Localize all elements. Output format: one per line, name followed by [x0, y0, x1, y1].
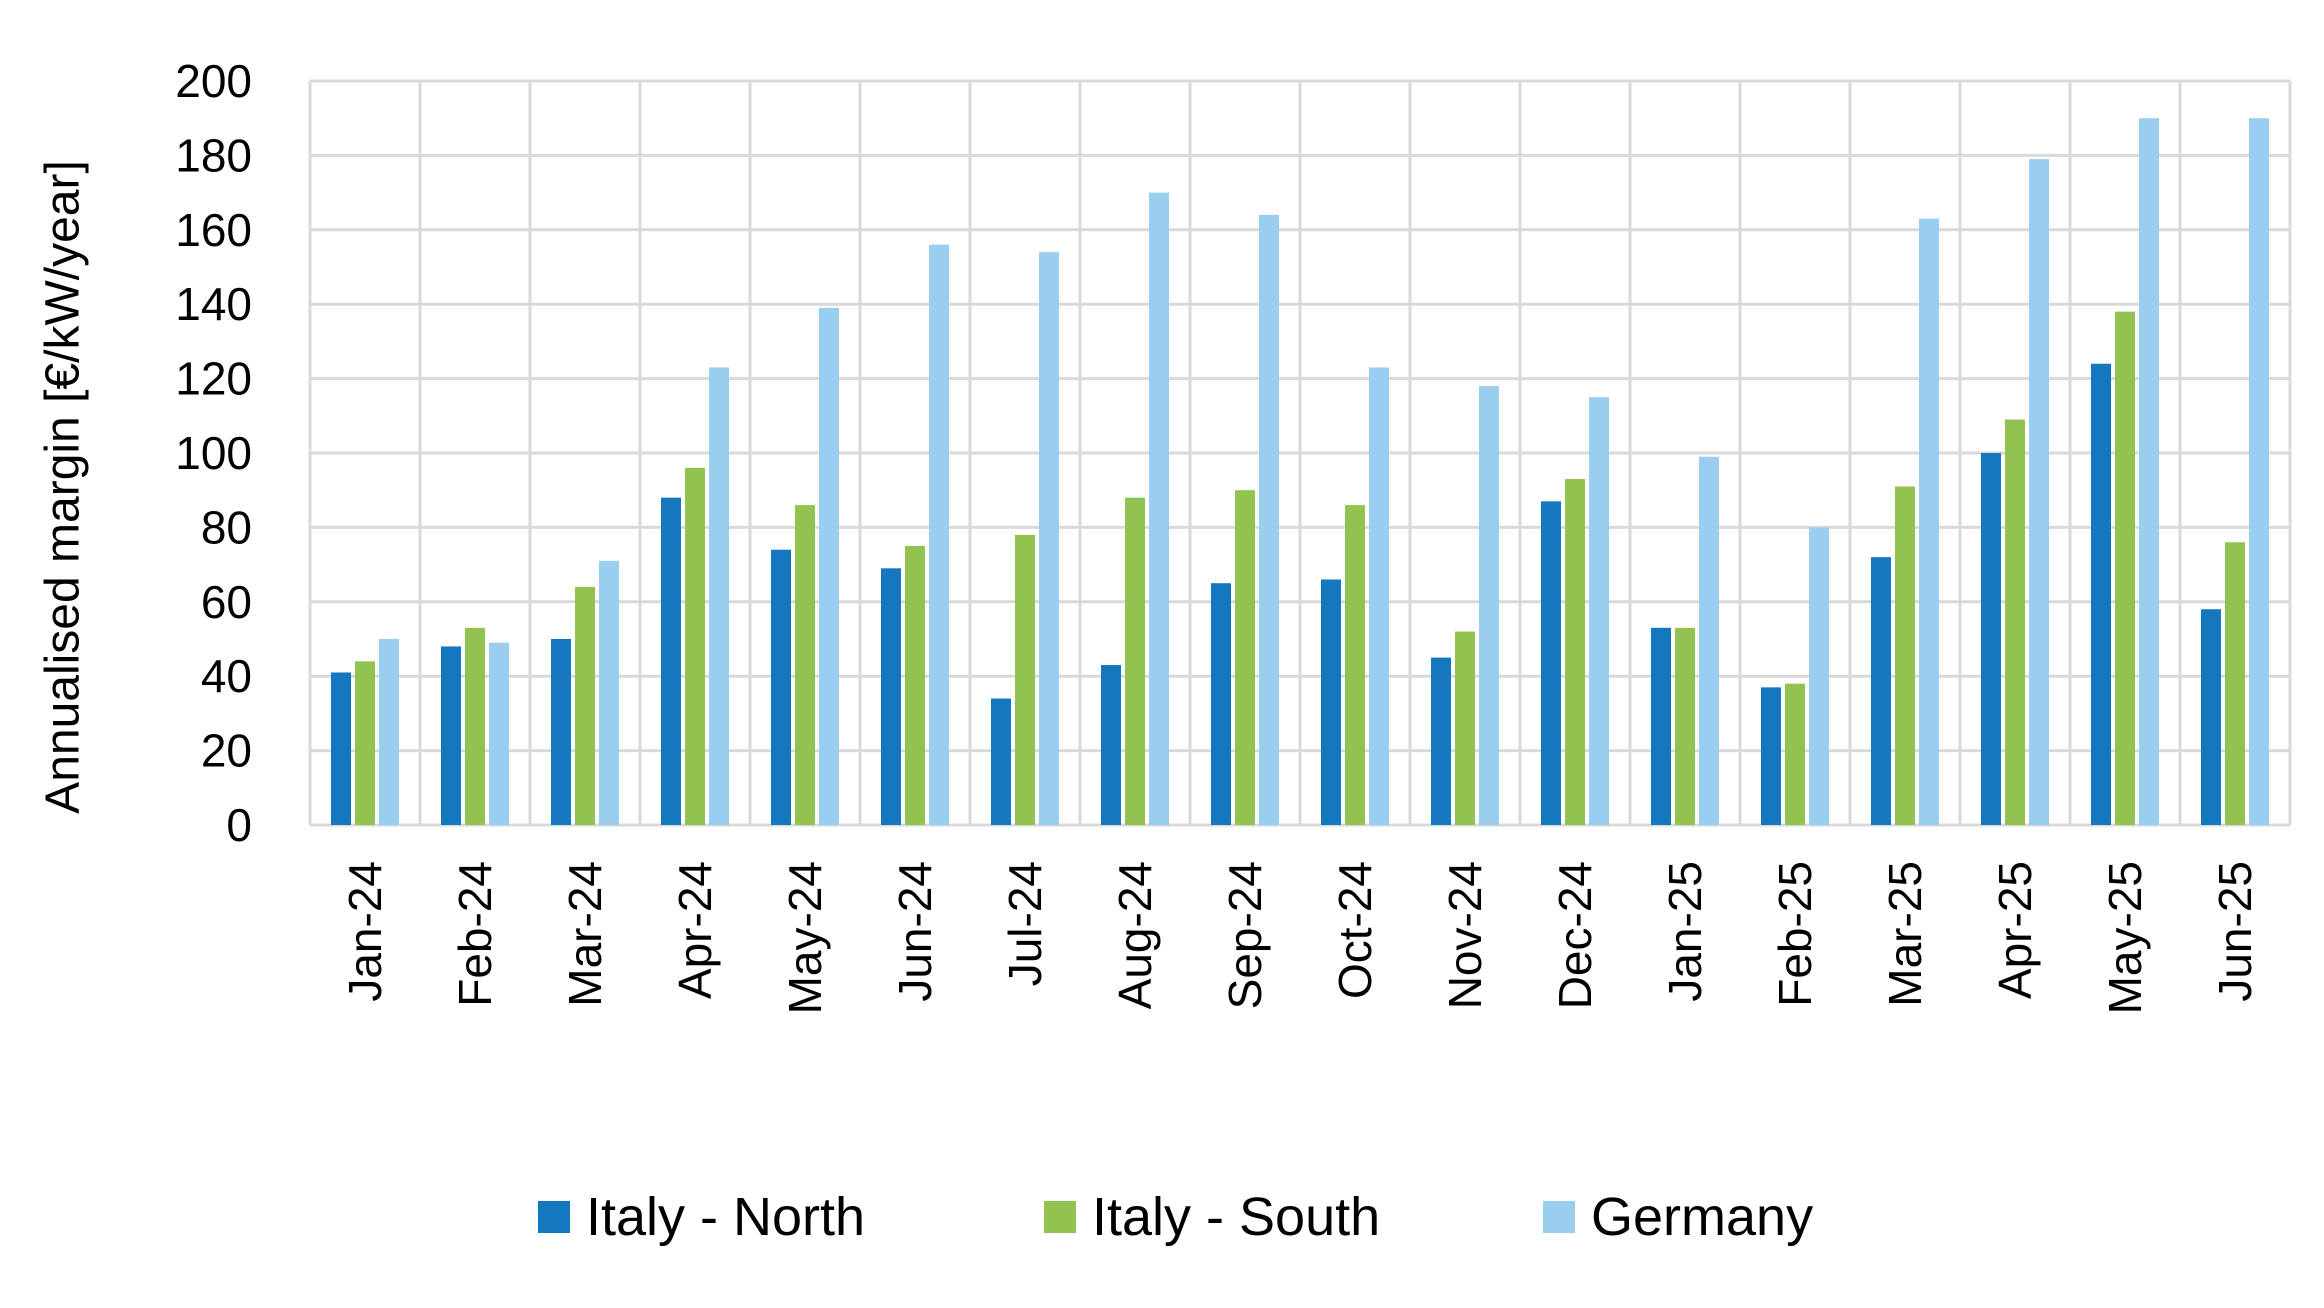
- bar-italy-north-jan-24: [331, 672, 351, 825]
- bar-italy-north-feb-25: [1761, 687, 1781, 825]
- y-tick-label: 80: [201, 501, 252, 553]
- bar-italy-south-feb-24: [465, 627, 485, 825]
- bar-germany-feb-25: [1809, 527, 1829, 825]
- bar-italy-south-may-25: [2115, 311, 2135, 825]
- x-tick-label: Jul-24: [999, 861, 1051, 986]
- bar-italy-south-feb-25: [1785, 683, 1805, 825]
- x-tick-label: Nov-24: [1439, 861, 1491, 1009]
- x-tick-label: Jun-25: [2209, 861, 2261, 1002]
- bar-italy-south-jan-24: [355, 661, 375, 825]
- bar-italy-south-may-24: [795, 505, 815, 825]
- x-tick-label: Aug-24: [1109, 861, 1161, 1009]
- x-tick-label: May-24: [779, 861, 831, 1014]
- legend-swatch: [1543, 1201, 1575, 1233]
- bar-italy-north-aug-24: [1101, 665, 1121, 825]
- y-tick-label: 20: [201, 725, 252, 777]
- y-tick-label: 140: [175, 278, 252, 330]
- bar-germany-mar-25: [1919, 218, 1939, 825]
- bar-germany-may-24: [819, 307, 839, 825]
- y-tick-label: 0: [226, 799, 252, 851]
- x-tick-label: Dec-24: [1549, 861, 1601, 1009]
- bar-germany-sep-24: [1259, 214, 1279, 826]
- y-tick-label: 40: [201, 650, 252, 702]
- y-tick-label: 100: [175, 427, 252, 479]
- x-tick-label: May-25: [2099, 861, 2151, 1014]
- bar-italy-south-nov-24: [1455, 631, 1475, 825]
- legend: Italy - North Italy - South Germany: [538, 1187, 1813, 1247]
- bar-italy-south-jun-24: [905, 546, 925, 825]
- x-tick-label: Apr-25: [1989, 861, 2041, 999]
- bar-germany-apr-25: [2029, 159, 2049, 825]
- bar-italy-north-may-24: [771, 549, 791, 825]
- y-tick-label: 200: [175, 55, 252, 107]
- grid: [308, 79, 2292, 827]
- legend-label: Italy - North: [586, 1187, 865, 1247]
- bar-germany-feb-24: [489, 642, 509, 825]
- bar-italy-north-dec-24: [1541, 501, 1561, 825]
- y-axis-title: Annualised margin [€/kW/year]: [37, 160, 90, 814]
- bar-italy-south-sep-24: [1235, 490, 1255, 825]
- bar-italy-north-jul-24: [991, 698, 1011, 825]
- x-tick-label: Apr-24: [669, 861, 721, 999]
- bar-italy-north-sep-24: [1211, 583, 1231, 825]
- bar-italy-south-apr-25: [2005, 419, 2025, 825]
- bar-italy-north-nov-24: [1431, 657, 1451, 825]
- bar-germany-jan-25: [1699, 456, 1719, 825]
- bar-germany-mar-24: [599, 560, 619, 825]
- legend-swatch: [538, 1201, 570, 1233]
- bar-germany-aug-24: [1149, 192, 1169, 826]
- x-tick-label: Feb-24: [449, 861, 501, 1007]
- bar-germany-jan-24: [379, 639, 399, 825]
- x-tick-label: Sep-24: [1219, 861, 1271, 1009]
- x-axis-ticks: Jan-24 Feb-24 Mar-24 Apr-24 May-24 Jun-24 Jul-…: [339, 861, 2261, 1014]
- bar-italy-north-jun-25: [2201, 609, 2221, 825]
- x-tick-label: Jun-24: [889, 861, 941, 1002]
- bar-italy-north-apr-24: [661, 497, 681, 825]
- bar-italy-north-jan-25: [1651, 627, 1671, 825]
- bar-italy-south-aug-24: [1125, 497, 1145, 825]
- bar-italy-north-may-25: [2091, 363, 2111, 825]
- bar-germany-apr-24: [709, 367, 729, 825]
- bar-germany-oct-24: [1369, 367, 1389, 825]
- x-tick-label: Feb-25: [1769, 861, 1821, 1007]
- x-tick-label: Jan-24: [339, 861, 391, 1002]
- bar-germany-nov-24: [1479, 386, 1499, 825]
- x-tick-label: Oct-24: [1329, 861, 1381, 999]
- bar-italy-north-oct-24: [1321, 579, 1341, 825]
- bar-italy-north-apr-25: [1981, 453, 2001, 825]
- bar-italy-south-mar-24: [575, 586, 595, 825]
- y-tick-label: 60: [201, 576, 252, 628]
- bars: [331, 118, 2269, 826]
- y-tick-label: 120: [175, 353, 252, 405]
- bar-germany-jun-25: [2249, 118, 2269, 825]
- y-axis-ticks: 0 20 40 60 80 100 120 140 160 180 200: [175, 55, 252, 851]
- bar-italy-south-jun-25: [2225, 542, 2245, 825]
- bar-italy-south-mar-25: [1895, 486, 1915, 825]
- y-tick-label: 180: [175, 129, 252, 181]
- x-tick-label: Mar-25: [1879, 861, 1931, 1007]
- bar-italy-north-mar-24: [551, 639, 571, 825]
- bar-italy-south-dec-24: [1565, 479, 1585, 825]
- legend-swatch: [1044, 1201, 1076, 1233]
- bar-germany-jun-24: [929, 244, 949, 825]
- bar-italy-north-jun-24: [881, 568, 901, 825]
- bar-germany-dec-24: [1589, 397, 1609, 825]
- bar-germany-jul-24: [1039, 252, 1059, 825]
- x-tick-label: Mar-24: [559, 861, 611, 1007]
- bar-italy-south-apr-24: [685, 467, 705, 825]
- bar-italy-south-oct-24: [1345, 505, 1365, 825]
- bar-germany-may-25: [2139, 118, 2159, 825]
- bar-italy-north-mar-25: [1871, 557, 1891, 825]
- y-tick-label: 160: [175, 204, 252, 256]
- bar-italy-south-jan-25: [1675, 627, 1695, 825]
- bar-italy-south-jul-24: [1015, 534, 1035, 825]
- bar-italy-north-feb-24: [441, 646, 461, 825]
- legend-label: Italy - South: [1092, 1187, 1380, 1247]
- legend-label: Germany: [1591, 1187, 1813, 1247]
- x-tick-label: Jan-25: [1659, 861, 1711, 1002]
